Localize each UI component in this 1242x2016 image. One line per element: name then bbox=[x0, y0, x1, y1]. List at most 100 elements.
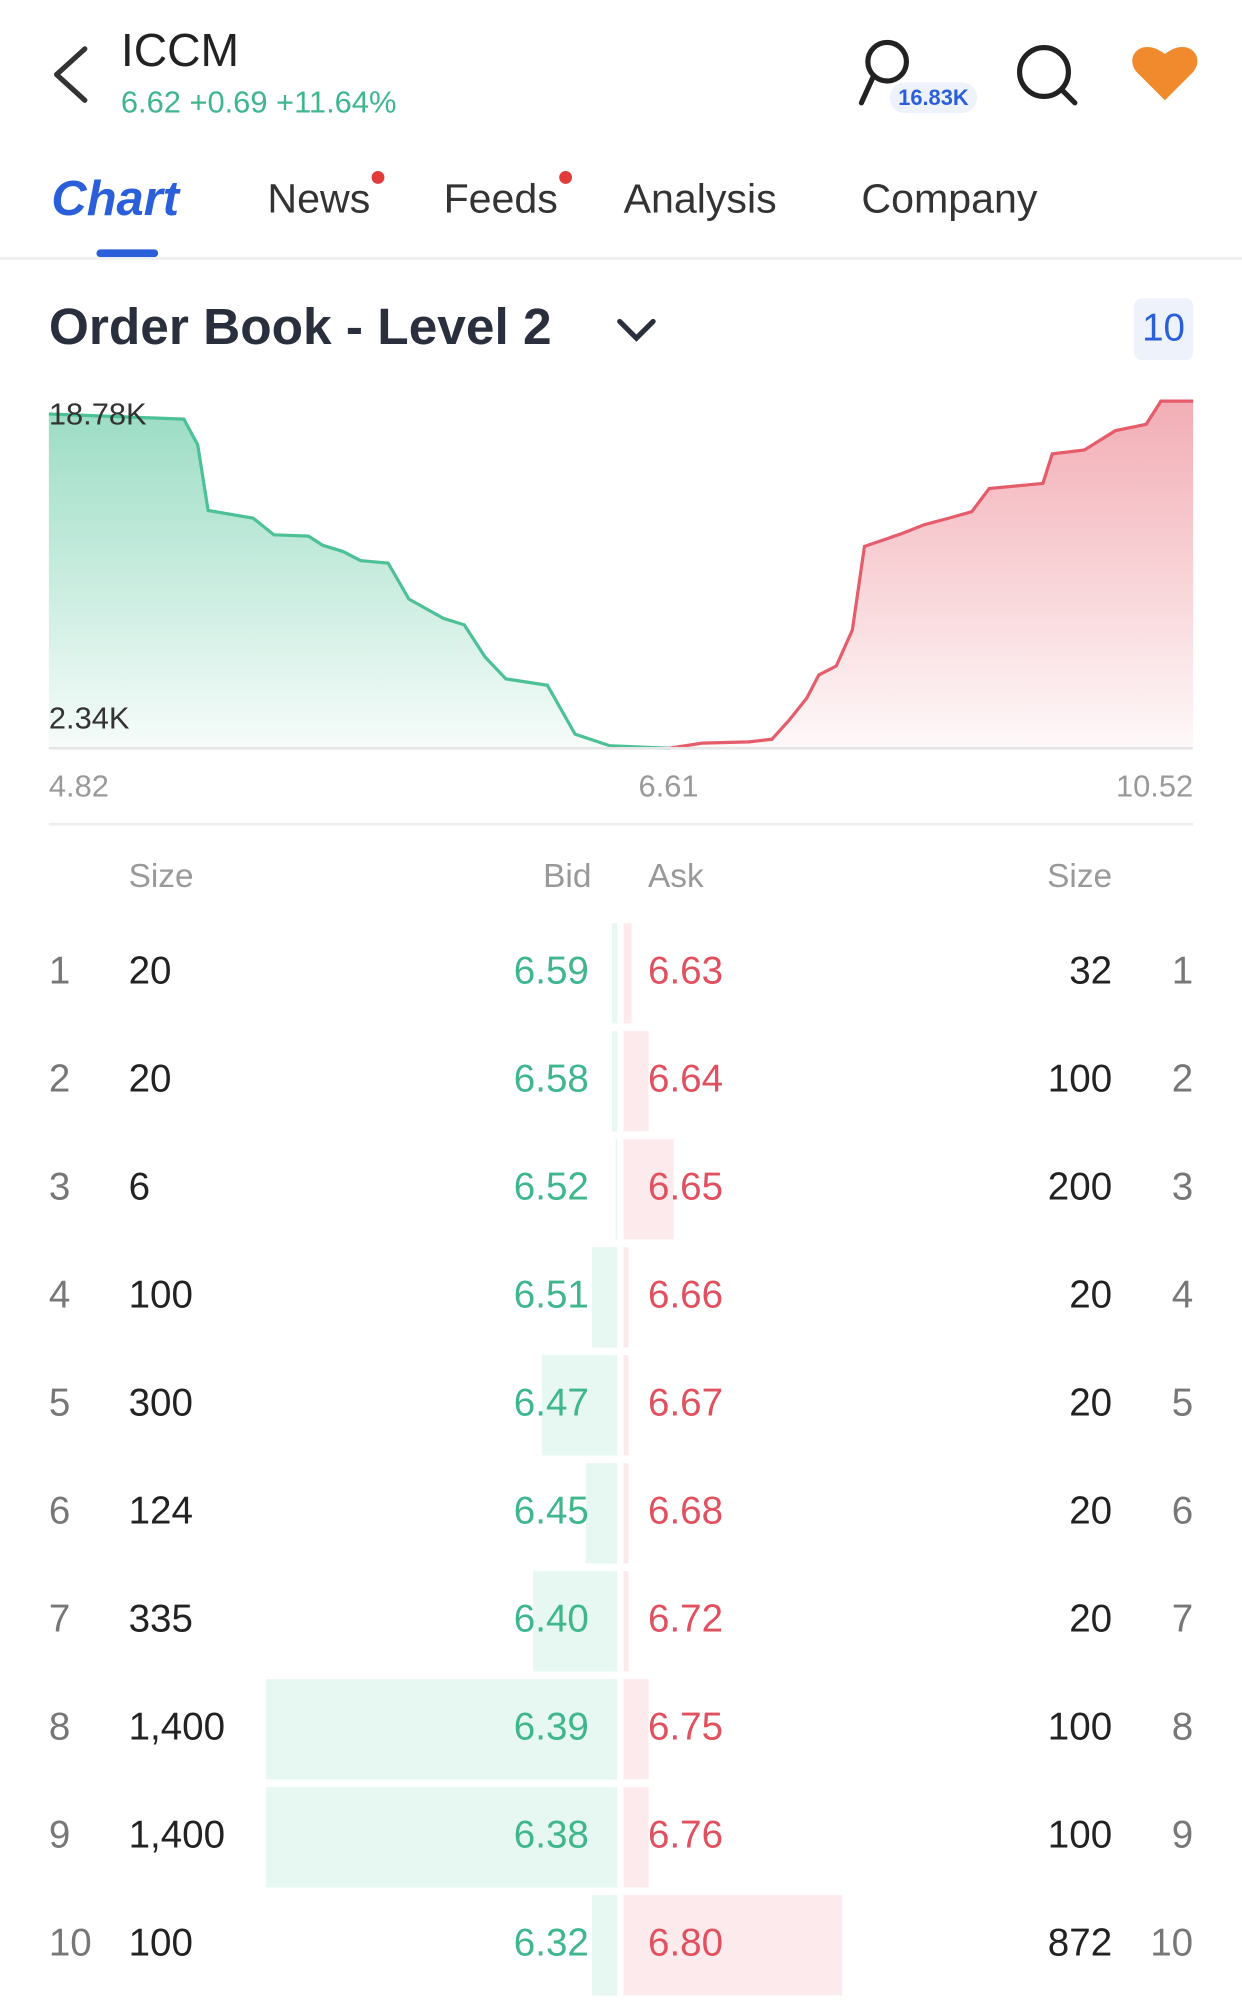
ask-price: 6.63 bbox=[648, 949, 723, 992]
follow-button[interactable]: 16.83K bbox=[858, 39, 978, 114]
ask-depth-bar bbox=[623, 1571, 629, 1672]
bid-price: 6.32 bbox=[514, 1921, 589, 1964]
bid-depth-bar bbox=[533, 1571, 618, 1672]
depth-line bbox=[48, 412, 669, 750]
level-badge[interactable] bbox=[1134, 298, 1194, 360]
bid-depth-bar bbox=[612, 923, 618, 1024]
bid-level: 8 bbox=[49, 1705, 70, 1748]
depth-line bbox=[668, 399, 1194, 750]
favorite-button[interactable] bbox=[1132, 46, 1198, 101]
ask-size: 32 bbox=[1069, 949, 1112, 992]
quote: 6.62 +0.69 +11.64% bbox=[121, 84, 397, 119]
bid-price: 6.39 bbox=[514, 1705, 589, 1748]
depth-area bbox=[668, 401, 1194, 749]
ask-depth-bar bbox=[623, 1139, 674, 1240]
ask-size: 100 bbox=[1048, 1705, 1112, 1748]
bid-level: 1 bbox=[49, 949, 70, 992]
ask-depth-bar bbox=[623, 1895, 843, 1996]
ask-level: 3 bbox=[1172, 1165, 1193, 1208]
ask-depth-bar bbox=[623, 1679, 649, 1780]
bid-size: 6 bbox=[129, 1165, 150, 1208]
ask-size: 200 bbox=[1048, 1165, 1112, 1208]
tab[interactable]: Chart bbox=[51, 172, 180, 226]
ask-depth-bar bbox=[623, 923, 632, 1024]
ask-size: 100 bbox=[1048, 1057, 1112, 1100]
ask-size: 100 bbox=[1048, 1813, 1112, 1856]
tab[interactable]: Company bbox=[861, 176, 1037, 222]
search-button[interactable] bbox=[1017, 45, 1078, 106]
ask-size: 20 bbox=[1069, 1597, 1112, 1640]
dropdown[interactable] bbox=[617, 318, 656, 342]
depth-chart: 18.78K 2.34K 4.82 6.61 10.52 bbox=[48, 397, 1194, 803]
y-tick-label: 2.34K bbox=[49, 701, 130, 736]
ask-price: 6.72 bbox=[648, 1597, 723, 1640]
y-tick-label: 18.78K bbox=[49, 397, 147, 432]
ask-level: 1 bbox=[1172, 949, 1193, 992]
bid-price: 6.58 bbox=[514, 1057, 589, 1100]
ask-price: 6.68 bbox=[648, 1489, 723, 1532]
bid-size: 100 bbox=[129, 1273, 193, 1316]
bid-depth-bar bbox=[586, 1463, 618, 1564]
bid-level: 2 bbox=[49, 1057, 70, 1100]
notification-dot bbox=[371, 171, 385, 184]
bid-level: 6 bbox=[49, 1489, 70, 1532]
ask-price: 6.67 bbox=[648, 1381, 723, 1424]
ask-depth-bar bbox=[623, 1355, 629, 1456]
ask-level: 9 bbox=[1172, 1813, 1193, 1856]
bid-size: 1,400 bbox=[129, 1705, 226, 1748]
ask-level: 5 bbox=[1172, 1381, 1193, 1424]
bid-depth-bar bbox=[592, 1247, 618, 1348]
ask-depth-bar bbox=[623, 1031, 649, 1132]
ask-price: 6.76 bbox=[648, 1813, 723, 1856]
bid-price: 6.40 bbox=[514, 1597, 589, 1640]
column-header: Size bbox=[1047, 858, 1112, 895]
bid-depth-bar bbox=[266, 1679, 618, 1780]
bid-level: 7 bbox=[49, 1597, 70, 1640]
bid-depth-bar bbox=[612, 1031, 618, 1132]
column-header: Size bbox=[129, 858, 194, 895]
tab[interactable]: Analysis bbox=[624, 176, 777, 222]
ask-level: 10 bbox=[1150, 1921, 1193, 1964]
x-tick-label: 10.52 bbox=[1116, 768, 1193, 803]
bid-price: 6.38 bbox=[514, 1813, 589, 1856]
bid-price: 6.47 bbox=[514, 1381, 589, 1424]
ask-price: 6.65 bbox=[648, 1165, 723, 1208]
ask-size: 20 bbox=[1069, 1381, 1112, 1424]
ask-price: 6.66 bbox=[648, 1273, 723, 1316]
bid-price: 6.59 bbox=[514, 949, 589, 992]
bid-price: 6.45 bbox=[514, 1489, 589, 1532]
bid-depth-bar bbox=[615, 1139, 618, 1240]
ask-size: 20 bbox=[1069, 1489, 1112, 1532]
ask-depth-bar bbox=[623, 1463, 629, 1564]
tab[interactable]: News bbox=[267, 176, 370, 222]
ask-level: 8 bbox=[1172, 1705, 1193, 1748]
depth-area bbox=[48, 413, 669, 749]
back-button[interactable] bbox=[54, 46, 88, 103]
tab[interactable]: Feeds bbox=[444, 176, 558, 222]
x-tick-label: 4.82 bbox=[49, 768, 109, 803]
bid-level: 9 bbox=[49, 1813, 70, 1856]
bid-level: 3 bbox=[49, 1165, 70, 1208]
bid-level: 4 bbox=[49, 1273, 70, 1316]
ask-price: 6.75 bbox=[648, 1705, 723, 1748]
ask-size: 872 bbox=[1048, 1921, 1112, 1964]
ask-level: 2 bbox=[1172, 1057, 1193, 1100]
bid-size: 1,400 bbox=[129, 1813, 226, 1856]
column-header: Bid bbox=[543, 858, 591, 895]
ask-level: 6 bbox=[1172, 1489, 1193, 1532]
bid-depth-bar bbox=[266, 1787, 618, 1888]
ask-size: 20 bbox=[1069, 1273, 1112, 1316]
notification-dot bbox=[559, 171, 573, 184]
ask-price: 6.64 bbox=[648, 1057, 723, 1100]
bid-price: 6.51 bbox=[514, 1273, 589, 1316]
bid-size: 300 bbox=[129, 1381, 193, 1424]
level-count: 10 bbox=[1142, 307, 1185, 350]
bid-size: 335 bbox=[129, 1597, 193, 1640]
ask-depth-bar bbox=[623, 1787, 649, 1888]
bid-level: 10 bbox=[49, 1921, 92, 1964]
tab-indicator bbox=[96, 249, 159, 258]
bid-depth-bar bbox=[592, 1895, 618, 1996]
